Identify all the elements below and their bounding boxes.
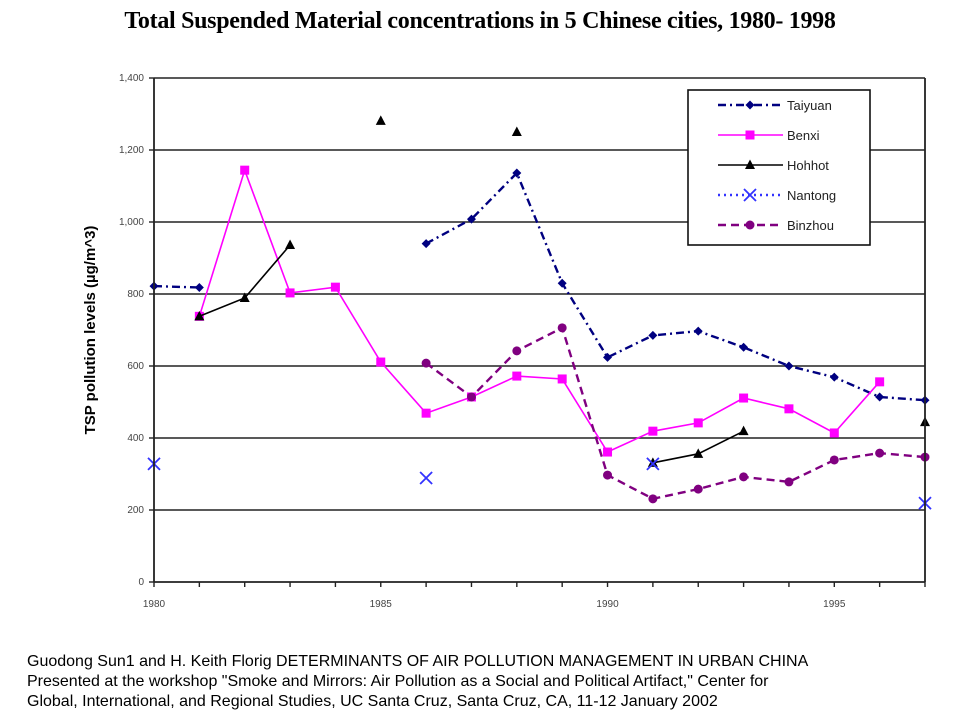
legend: Taiyuan Benxi Hohhot Nantong Binzhou (687, 89, 871, 246)
chart-title: Total Suspended Material concentrations … (124, 8, 836, 34)
data-point-benxi (829, 428, 839, 438)
y-tick-label: 800 (127, 289, 144, 300)
citation-line-1: Guodong Sun1 and H. Keith Florig DETERMI… (27, 653, 809, 670)
data-point-taiyuan (557, 278, 567, 288)
data-point-nantong (419, 471, 433, 485)
data-point-benxi (648, 426, 658, 436)
data-point-taiyuan (421, 239, 431, 249)
data-point-binzhou (557, 323, 567, 333)
data-point-binzhou (466, 392, 476, 402)
data-point-benxi (693, 418, 703, 428)
y-tick-label: 600 (127, 361, 144, 372)
x-tick-label: 1990 (596, 599, 619, 610)
data-point-binzhou (875, 448, 885, 458)
data-point-benxi (240, 165, 250, 175)
legend-marker-binzhou (745, 220, 755, 230)
citation-footer: Guodong Sun1 and H. Keith Florig DETERMI… (27, 652, 957, 712)
x-tick-label: 1985 (370, 599, 393, 610)
data-point-binzhou (739, 472, 749, 482)
data-point-hohhot (693, 448, 704, 458)
data-point-binzhou (421, 358, 431, 368)
series-line-hohhot (652, 430, 744, 464)
data-point-benxi (784, 404, 794, 414)
legend-item-nantong: Nantong (718, 188, 836, 203)
data-point-benxi (330, 282, 340, 292)
data-point-nantong (646, 457, 660, 471)
legend-marker-benxi (745, 130, 755, 140)
data-point-hohhot (375, 115, 386, 125)
y-tick-label: 200 (127, 505, 144, 516)
data-point-binzhou (829, 455, 839, 465)
data-point-binzhou (512, 346, 522, 356)
data-point-taiyuan (512, 168, 522, 178)
legend-item-binzhou: Binzhou (718, 218, 834, 233)
legend-box (687, 89, 871, 246)
data-point-hohhot (194, 310, 205, 321)
data-point-benxi (285, 288, 295, 298)
data-point-taiyuan (603, 352, 613, 362)
data-point-benxi (421, 408, 431, 418)
legend-marker-taiyuan (745, 100, 755, 110)
x-tick-label: 1980 (143, 599, 166, 610)
series-nantong (147, 457, 932, 510)
data-point-binzhou (693, 484, 703, 494)
data-point-benxi (512, 371, 522, 381)
series-taiyuan (149, 168, 930, 405)
series-line-binzhou (425, 326, 926, 501)
citation-line-3: Global, International, and Regional Stud… (27, 693, 718, 710)
data-point-taiyuan (739, 342, 749, 352)
data-point-taiyuan (466, 214, 476, 224)
data-point-taiyuan (875, 392, 885, 402)
legend-item-benxi: Benxi (718, 128, 820, 143)
legend-label: Binzhou (787, 218, 834, 233)
data-point-taiyuan (194, 283, 204, 293)
x-tick-label: 1995 (823, 599, 846, 610)
legend-label: Benxi (787, 128, 820, 143)
series-line-taiyuan (153, 284, 200, 289)
series-binzhou (421, 323, 930, 504)
data-point-binzhou (648, 494, 658, 504)
data-point-taiyuan (693, 326, 703, 336)
data-point-hohhot (239, 292, 250, 302)
y-tick-label: 1,400 (119, 73, 144, 84)
data-point-taiyuan (648, 330, 658, 340)
y-tick-label: 1,200 (119, 145, 144, 156)
y-axis-title: TSP pollution levels (µg/m^3) (82, 226, 99, 435)
data-point-binzhou (603, 470, 613, 480)
data-point-hohhot (511, 126, 522, 136)
series-layer (147, 115, 932, 510)
data-point-benxi (557, 374, 567, 384)
y-tick-label: 0 (138, 577, 144, 588)
y-tick-label: 400 (127, 433, 144, 444)
series-line-taiyuan (425, 170, 926, 402)
series-hohhot (194, 115, 930, 467)
legend-label: Nantong (787, 188, 836, 203)
legend-marker-hohhot (745, 159, 755, 169)
legend-label: Hohhot (787, 158, 829, 173)
series-line-benxi (198, 167, 881, 454)
legend-item-taiyuan: Taiyuan (718, 98, 832, 113)
axes: 0 200 400 600 800 1,000 1,200 1,400 1980 1985 1990… (119, 73, 926, 610)
data-point-hohhot (285, 239, 296, 250)
citation-line-2: Presented at the workshop "Smoke and Mir… (27, 673, 769, 690)
data-point-taiyuan (784, 361, 794, 371)
data-point-benxi (875, 377, 885, 387)
data-point-benxi (376, 357, 386, 367)
data-point-benxi (739, 393, 749, 403)
y-tick-label: 1,000 (119, 217, 144, 228)
legend-marker-nantong (743, 188, 757, 202)
legend-label: Taiyuan (787, 98, 832, 113)
data-point-hohhot (647, 457, 658, 467)
data-point-taiyuan (829, 372, 839, 382)
data-point-hohhot (738, 425, 749, 436)
chart-area: 0 200 400 600 800 1,000 1,200 1,400 1980 1985 1990… (82, 73, 932, 610)
legend-item-hohhot: Hohhot (718, 158, 829, 173)
data-point-benxi (603, 447, 613, 457)
data-point-binzhou (784, 477, 794, 487)
